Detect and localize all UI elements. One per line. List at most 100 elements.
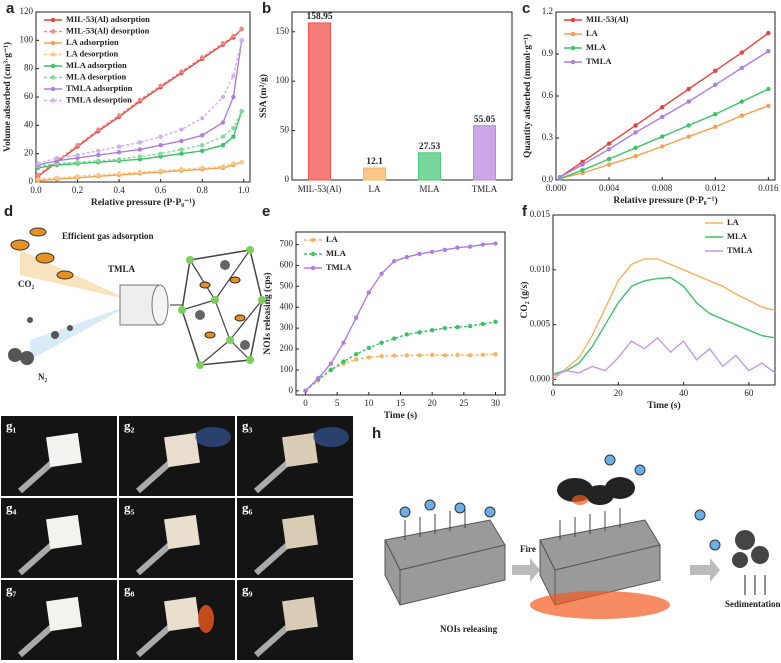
cylinder-end [151, 284, 169, 326]
series-line [305, 321, 496, 392]
data-point [200, 116, 205, 121]
x-tick-label: 1.0 [238, 185, 250, 195]
data-point [239, 26, 244, 32]
holder-rod [254, 457, 293, 494]
legend-marker [50, 29, 56, 34]
panel-letter: a [6, 0, 15, 17]
data-point [220, 142, 226, 148]
data-point [686, 86, 691, 92]
legend-label: MLA [586, 42, 607, 52]
data-point [35, 176, 41, 182]
data-point [417, 330, 422, 335]
data-point [220, 94, 226, 100]
photo-label: g₄ [6, 500, 17, 515]
data-point [179, 151, 184, 156]
legend-label: TMLA desorption [66, 94, 132, 104]
legend-label: TMLA [326, 262, 352, 272]
photo-label: g₅ [124, 500, 135, 515]
data-point [179, 147, 184, 152]
data-point [366, 290, 372, 295]
data-point [179, 127, 184, 132]
legend-marker [50, 17, 56, 23]
data-point [239, 108, 244, 114]
data-point [766, 86, 771, 92]
legend-label: LA adsorption [66, 37, 119, 47]
data-point [96, 148, 101, 154]
legend-label: LA [727, 217, 740, 227]
x-tick-label: 0.0 [30, 185, 42, 195]
holder-rod [18, 539, 57, 576]
data-point [766, 49, 771, 54]
legend-label: LA [326, 234, 339, 244]
x-tick-label: 0.8 [197, 185, 209, 195]
data-point [713, 82, 718, 88]
y-tick-label: 150 [276, 26, 290, 36]
data-point [455, 324, 460, 330]
data-point [580, 162, 585, 167]
data-point [200, 148, 205, 154]
data-point [713, 68, 718, 74]
step-label: NOIs releasing [440, 624, 498, 634]
holder-rod [254, 621, 293, 658]
data-point [713, 124, 718, 129]
y-tick-label: 0 [29, 176, 34, 186]
data-point [739, 99, 745, 104]
data-point [480, 321, 486, 327]
data-point [480, 242, 486, 247]
legend-label: MIL-53(Al) adsorption [66, 14, 150, 24]
legend-marker [570, 17, 576, 23]
y-tick-label: 60 [24, 91, 34, 101]
bar [363, 167, 386, 181]
data-point [580, 168, 585, 173]
legend-marker [310, 251, 316, 257]
bar [418, 152, 441, 181]
legend-label: TMLA adsorption [66, 83, 133, 93]
data-point [493, 241, 498, 246]
data-point [417, 353, 422, 358]
value-label: 27.53 [419, 142, 441, 152]
data-point [75, 152, 80, 158]
data-point [54, 175, 59, 180]
y-tick-label: 200 [280, 343, 294, 353]
data-point [315, 376, 321, 381]
legend-marker [310, 265, 316, 271]
data-point [606, 141, 612, 146]
x-tick-label: 5 [335, 398, 340, 408]
schematic-d: Efficient gas adsorption CO₂ N₂ TMLA [8, 227, 266, 382]
schematic-h: Fire NOIs releasing Sedimentation [384, 454, 781, 634]
series-line [552, 276, 776, 375]
data-point [766, 103, 771, 109]
data-point [366, 345, 372, 351]
y-tick-label: 20 [24, 148, 34, 158]
sample [46, 596, 82, 632]
bar [308, 22, 331, 181]
panel-letter: h [372, 425, 381, 442]
gas-stream [30, 305, 130, 360]
holder-rod [136, 539, 175, 576]
legend-marker [50, 86, 56, 92]
data-point [633, 123, 638, 128]
data-point [429, 249, 435, 255]
data-point [75, 142, 80, 148]
y-tick-label: 700 [280, 239, 294, 249]
series-line [37, 110, 243, 168]
data-point [96, 158, 101, 163]
data-point [179, 69, 184, 74]
photo-grid: g₁ g₂ g₃ g₄ g₅ g₆ g₇ g₈ g₉ [1, 416, 353, 660]
data-point [231, 73, 236, 78]
data-point [404, 332, 410, 337]
x-axis-title: Time (s) [647, 400, 680, 411]
data-point [137, 147, 143, 152]
y-axis-title: SSA (m²/g) [258, 74, 269, 118]
data-point [116, 150, 122, 155]
value-label: 12.1 [366, 157, 383, 167]
sample [164, 432, 200, 468]
x-tick-label: TMLA [472, 184, 498, 194]
data-point [200, 142, 205, 148]
flame [198, 605, 214, 633]
x-tick-label: 10 [364, 398, 374, 408]
panel-letter: c [522, 0, 530, 17]
legend-marker [570, 45, 576, 51]
photo-label: g₇ [6, 582, 17, 597]
value-label: 55.05 [474, 115, 496, 125]
